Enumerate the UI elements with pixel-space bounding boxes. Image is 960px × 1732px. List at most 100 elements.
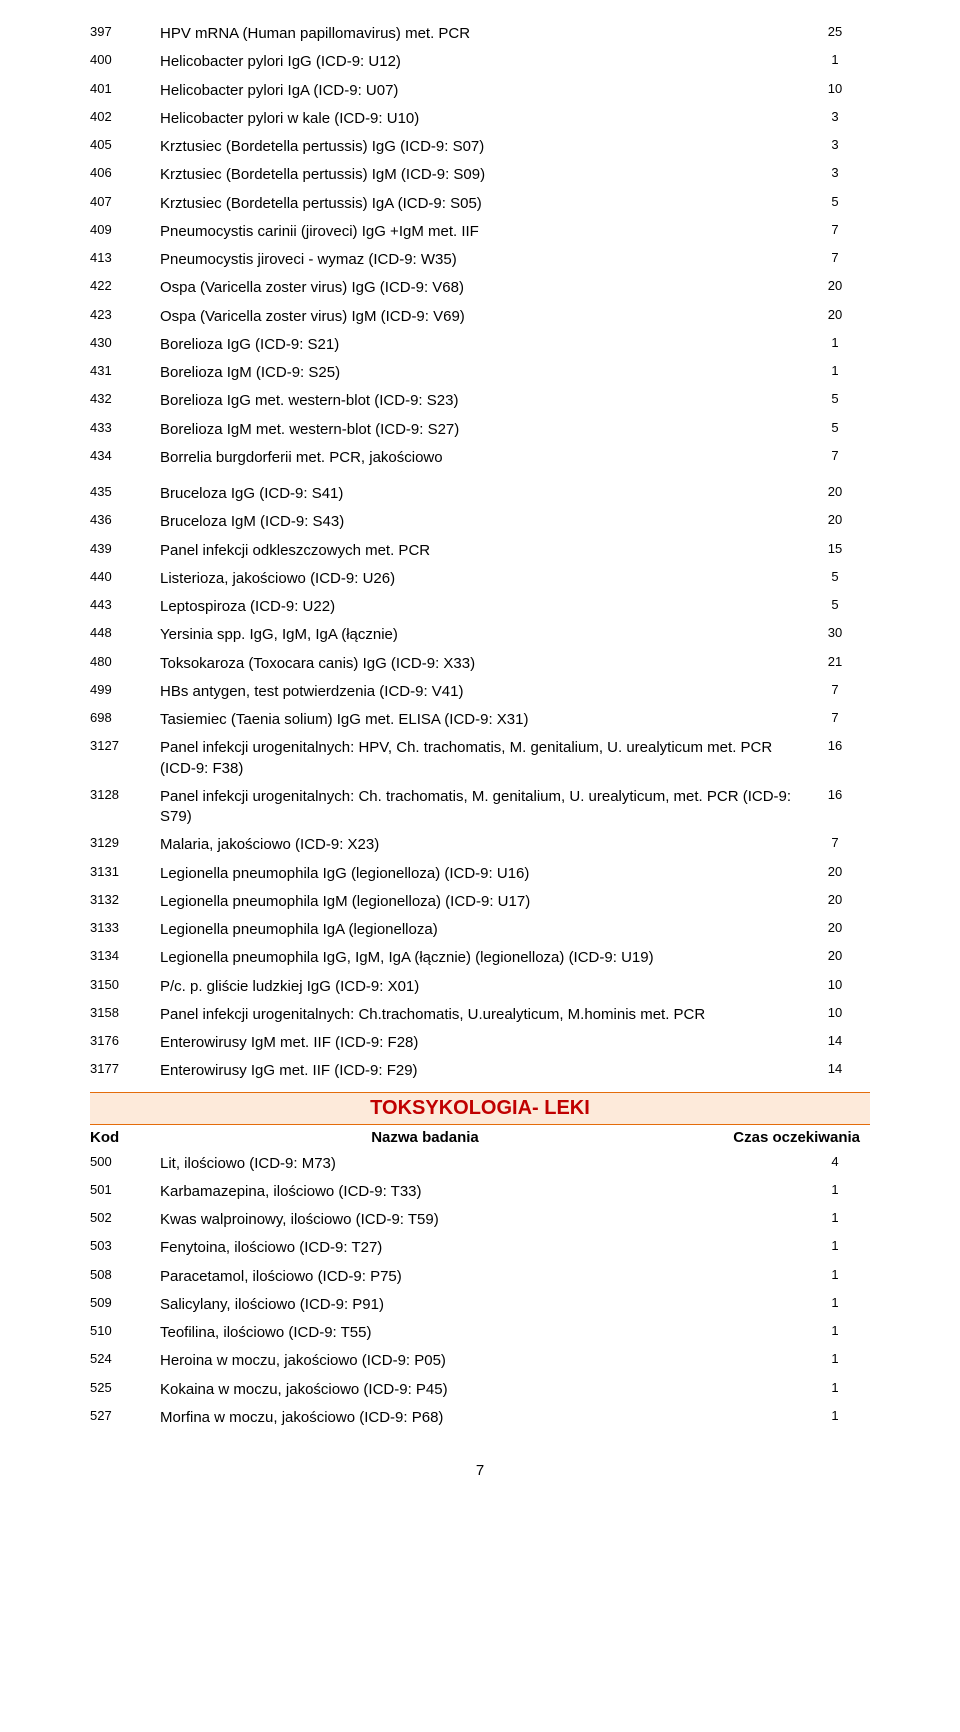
table-row: 406Krztusiec (Bordetella pertussis) IgM … (90, 161, 870, 189)
header-code: Kod (90, 1129, 160, 1146)
table-row: 524Heroina w moczu, jakościowo (ICD-9: P… (90, 1347, 870, 1375)
row-code: 400 (90, 48, 160, 76)
row-time: 25 (800, 20, 870, 48)
table-row: 501Karbamazepina, ilościowo (ICD-9: T33)… (90, 1178, 870, 1206)
row-time: 4 (800, 1150, 870, 1178)
row-name: Panel infekcji odkleszczowych met. PCR (160, 537, 800, 565)
row-name: Tasiemiec (Taenia solium) IgG met. ELISA… (160, 706, 800, 734)
row-code: 3133 (90, 916, 160, 944)
row-time: 1 (800, 1404, 870, 1432)
row-name: Helicobacter pylori IgA (ICD-9: U07) (160, 77, 800, 105)
table-row: 3158Panel infekcji urogenitalnych: Ch.tr… (90, 1001, 870, 1029)
row-time: 21 (800, 650, 870, 678)
table-row: 435Bruceloza IgG (ICD-9: S41)20 (90, 480, 870, 508)
row-code: 433 (90, 416, 160, 444)
row-time: 1 (800, 1263, 870, 1291)
row-time: 16 (800, 734, 870, 783)
row-code: 524 (90, 1347, 160, 1375)
row-code: 448 (90, 621, 160, 649)
header-name: Nazwa badania (160, 1129, 690, 1146)
row-code: 3132 (90, 888, 160, 916)
row-time: 14 (800, 1057, 870, 1085)
row-name: Helicobacter pylori w kale (ICD-9: U10) (160, 105, 800, 133)
table-row: 409Pneumocystis carinii (jiroveci) IgG +… (90, 218, 870, 246)
row-time: 20 (800, 508, 870, 536)
row-name: Bruceloza IgG (ICD-9: S41) (160, 480, 800, 508)
row-code: 405 (90, 133, 160, 161)
row-time: 20 (800, 303, 870, 331)
row-time: 20 (800, 480, 870, 508)
row-name: Enterowirusy IgM met. IIF (ICD-9: F28) (160, 1029, 800, 1057)
row-name: Pneumocystis carinii (jiroveci) IgG +IgM… (160, 218, 800, 246)
table-row: 432Borelioza IgG met. western-blot (ICD-… (90, 387, 870, 415)
table-row: 431Borelioza IgM (ICD-9: S25)1 (90, 359, 870, 387)
row-time: 7 (800, 218, 870, 246)
table-row: 3133Legionella pneumophila IgA (legionel… (90, 916, 870, 944)
row-name: Heroina w moczu, jakościowo (ICD-9: P05) (160, 1347, 800, 1375)
row-time: 10 (800, 1001, 870, 1029)
row-time: 20 (800, 888, 870, 916)
table-row: 527Morfina w moczu, jakościowo (ICD-9: P… (90, 1404, 870, 1432)
row-time: 15 (800, 537, 870, 565)
row-time: 14 (800, 1029, 870, 1057)
row-name: Fenytoina, ilościowo (ICD-9: T27) (160, 1234, 800, 1262)
row-time: 5 (800, 416, 870, 444)
table-row: 3150P/c. p. gliście ludzkiej IgG (ICD-9:… (90, 973, 870, 1001)
row-code: 3129 (90, 831, 160, 859)
row-code: 3128 (90, 783, 160, 832)
table-row: 433Borelioza IgM met. western-blot (ICD-… (90, 416, 870, 444)
row-code: 698 (90, 706, 160, 734)
row-code: 439 (90, 537, 160, 565)
table-row: 400Helicobacter pylori IgG (ICD-9: U12)1 (90, 48, 870, 76)
table-row: 698Tasiemiec (Taenia solium) IgG met. EL… (90, 706, 870, 734)
row-time: 16 (800, 783, 870, 832)
table-row: 503Fenytoina, ilościowo (ICD-9: T27)1 (90, 1234, 870, 1262)
table-row: 434Borrelia burgdorferii met. PCR, jakoś… (90, 444, 870, 472)
table-row: 440Listerioza, jakościowo (ICD-9: U26)5 (90, 565, 870, 593)
table-row: 423Ospa (Varicella zoster virus) IgM (IC… (90, 303, 870, 331)
table-row: 499HBs antygen, test potwierdzenia (ICD-… (90, 678, 870, 706)
row-code: 3127 (90, 734, 160, 783)
row-name: Teofilina, ilościowo (ICD-9: T55) (160, 1319, 800, 1347)
row-name: Borelioza IgM (ICD-9: S25) (160, 359, 800, 387)
table-row: 439Panel infekcji odkleszczowych met. PC… (90, 537, 870, 565)
row-code: 436 (90, 508, 160, 536)
table-row: 430Borelioza IgG (ICD-9: S21)1 (90, 331, 870, 359)
row-code: 3150 (90, 973, 160, 1001)
table-row: 3128Panel infekcji urogenitalnych: Ch. t… (90, 783, 870, 832)
row-name: Enterowirusy IgG met. IIF (ICD-9: F29) (160, 1057, 800, 1085)
row-name: Karbamazepina, ilościowo (ICD-9: T33) (160, 1178, 800, 1206)
table-row: 500Lit, ilościowo (ICD-9: M73)4 (90, 1150, 870, 1178)
row-name: HPV mRNA (Human papillomavirus) met. PCR (160, 20, 800, 48)
section-header-toksykologia: TOKSYKOLOGIA- LEKI (90, 1092, 870, 1125)
row-code: 499 (90, 678, 160, 706)
table-row: 405Krztusiec (Bordetella pertussis) IgG … (90, 133, 870, 161)
row-time: 1 (800, 1206, 870, 1234)
row-name: Legionella pneumophila IgG, IgM, IgA (łą… (160, 944, 800, 972)
table-row: 508Paracetamol, ilościowo (ICD-9: P75)1 (90, 1263, 870, 1291)
row-name: Pneumocystis jiroveci - wymaz (ICD-9: W3… (160, 246, 800, 274)
row-name: Kokaina w moczu, jakościowo (ICD-9: P45) (160, 1376, 800, 1404)
table-row: 525Kokaina w moczu, jakościowo (ICD-9: P… (90, 1376, 870, 1404)
row-time: 1 (800, 1319, 870, 1347)
row-code: 3158 (90, 1001, 160, 1029)
row-code: 440 (90, 565, 160, 593)
row-time: 1 (800, 331, 870, 359)
row-code: 501 (90, 1178, 160, 1206)
row-code: 510 (90, 1319, 160, 1347)
row-name: Legionella pneumophila IgA (legionelloza… (160, 916, 800, 944)
table-row: 480Toksokaroza (Toxocara canis) IgG (ICD… (90, 650, 870, 678)
row-code: 3176 (90, 1029, 160, 1057)
table-row: 3131Legionella pneumophila IgG (legionel… (90, 860, 870, 888)
table-row: 407Krztusiec (Bordetella pertussis) IgA … (90, 190, 870, 218)
row-time: 20 (800, 274, 870, 302)
table-row: 422Ospa (Varicella zoster virus) IgG (IC… (90, 274, 870, 302)
table-row: 413Pneumocystis jiroveci - wymaz (ICD-9:… (90, 246, 870, 274)
row-code: 413 (90, 246, 160, 274)
row-code: 443 (90, 593, 160, 621)
row-name: Panel infekcji urogenitalnych: Ch. trach… (160, 783, 800, 832)
row-name: Borelioza IgM met. western-blot (ICD-9: … (160, 416, 800, 444)
document-page: 397HPV mRNA (Human papillomavirus) met. … (0, 0, 960, 1509)
row-time: 20 (800, 860, 870, 888)
row-name: Malaria, jakościowo (ICD-9: X23) (160, 831, 800, 859)
